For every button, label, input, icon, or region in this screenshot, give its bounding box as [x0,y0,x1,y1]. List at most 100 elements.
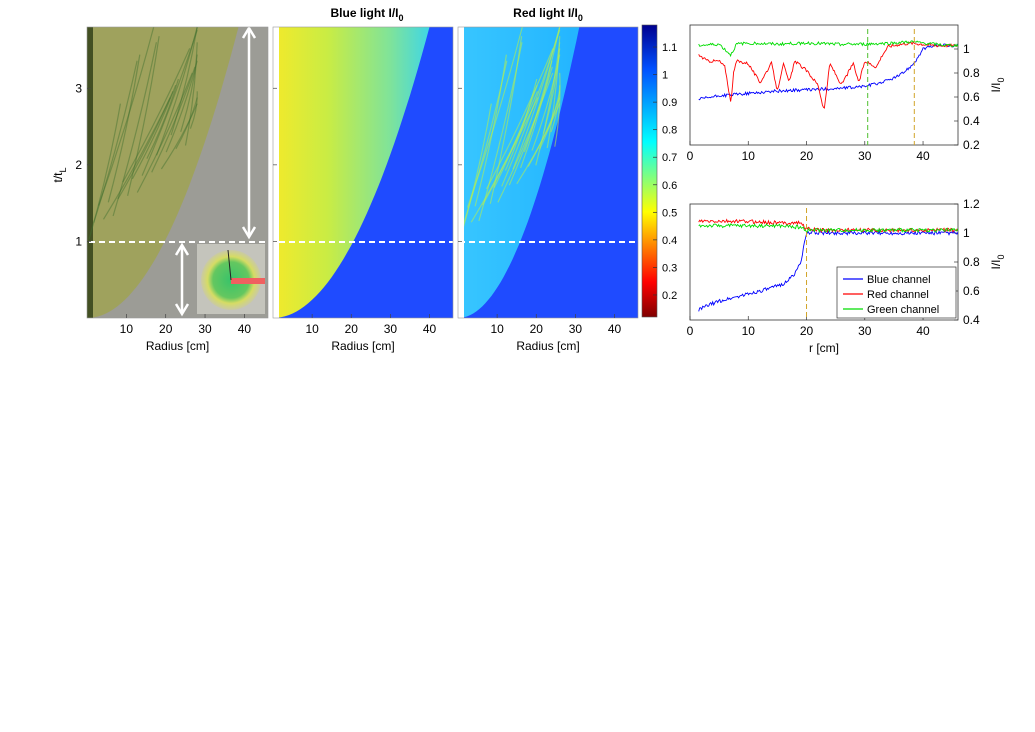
red-light-panel [458,26,638,318]
streak-line [127,36,160,196]
colorbar-gradient [641,24,658,318]
radius-tick-label: 20 [345,322,359,336]
y-axis-label: I/I0 [989,254,1006,269]
colorbar: 1.1 1 0.9 0.8 0.7 0.6 0.5 0.4 0.3 0.2 [641,24,677,318]
blue-map-left-edge [273,27,279,318]
y-tick-label: 1 [963,226,970,240]
streak-line [175,97,198,150]
radius-tick-label: 20 [159,322,173,336]
streak-line [546,36,561,149]
y-axis-label: I/I0 [989,77,1006,92]
streak-line [88,103,121,240]
streak-line [102,97,171,220]
x-tick-label: 40 [916,324,930,338]
colorbar-tick-label: 1.1 [662,42,677,54]
radius-tick-label: 10 [490,322,504,336]
photo-panel [87,25,268,318]
radius-tick-label: 30 [569,322,583,336]
streak-line [497,72,554,203]
y-tick-label: 0.4 [963,313,980,327]
radius-tick-label: 10 [120,322,134,336]
colorbar-tick-label: 0.8 [662,125,677,137]
radius-tick-label: 40 [608,322,622,336]
series-line [698,41,958,109]
streak-line [151,66,196,173]
streak-line [527,97,561,167]
streak-line [504,78,538,171]
colorbar-tick-label: 0.3 [662,262,677,274]
streak-line [117,91,174,200]
x-tick-label: 0 [687,149,694,163]
x-tick-label: 30 [858,324,872,338]
red-map-left-edge [458,27,464,318]
streak-line [489,36,523,204]
red-panel-frame [457,26,639,319]
time-tick-label: 1 [75,234,82,248]
inset-disk-image [197,244,265,314]
legend-label: Red channel [867,289,929,301]
streak-line [189,91,198,129]
x-tick-label: 0 [687,324,694,338]
colorbar-tick-label: 0.6 [662,180,677,192]
streak-line [93,60,138,223]
streak-line [136,72,193,193]
colorbar-tick-label: 0.5 [662,207,677,219]
streak-line [156,26,198,156]
top-intensity-plot: 0 10 20 30 40 0.2 0.4 0.6 0.8 1 I/I0 [687,24,1006,163]
streak-line [474,54,507,207]
bottom-intensity-plot: 0 10 20 30 40 0.4 0.6 0.8 1 1.2 I/I0 r [cm] Blue cha… [687,197,1006,355]
red-map-streaks [459,26,561,240]
streak-line [112,42,157,217]
x-tick-label: 10 [742,324,756,338]
y-tick-label: 1 [963,42,970,56]
x-tick-label: 10 [742,149,756,163]
blue-panel-frame [272,26,454,319]
legend-label: Green channel [867,304,939,316]
x-tick-label: 20 [800,324,814,338]
y-tick-label: 0.6 [963,284,980,298]
blue-panel-title: Blue light I/I0 [330,6,403,23]
radius-tick-label: 40 [423,322,437,336]
photo-streaks [88,26,198,240]
streak-line [535,42,561,166]
streak-line [165,60,198,153]
colorbar-tick-label: 0.4 [662,235,677,247]
streak-line [98,26,155,206]
streak-line [180,54,198,132]
y-tick-label: 0.8 [963,255,980,269]
photo-fluid-front [87,27,239,318]
y-tick-label: 0.4 [963,114,980,128]
radius-tick-label: 40 [238,322,252,336]
radius-axis-label: Radius [cm] [146,339,209,353]
radius-axis-label: Radius [cm] [516,339,579,353]
time-tick-label: 2 [75,158,82,172]
series-line [698,223,958,234]
photo-panel-frame [86,26,269,319]
radius-tick-label: 30 [384,322,398,336]
streak-line [141,29,198,176]
streak-line [493,85,538,188]
blue-light-panel [273,27,453,318]
streak-line [122,48,191,183]
blue-map-front [273,27,430,318]
y-tick-label: 0.8 [963,66,980,80]
y-tick-label: 1.2 [963,197,980,211]
streak-line [170,26,198,136]
streak-line [107,54,141,203]
y-tick-label: 0.2 [963,138,980,152]
colorbar-tick-label: 0.7 [662,152,677,164]
photo-left-edge [87,27,93,318]
colorbar-tick-label: 1 [662,70,668,82]
y-tick-label: 0.6 [963,90,980,104]
x-axis-label: r [cm] [809,341,839,355]
streak-line [146,78,179,159]
red-panel-title: Red light I/I0 [513,6,583,23]
legend-label: Blue channel [867,274,931,286]
streak-line [131,84,177,180]
x-tick-label: 40 [916,149,930,163]
time-tick-label: 3 [75,81,82,95]
radius-tick-label: 10 [305,322,319,336]
streak-line [184,42,198,146]
time-arrows [174,25,257,317]
